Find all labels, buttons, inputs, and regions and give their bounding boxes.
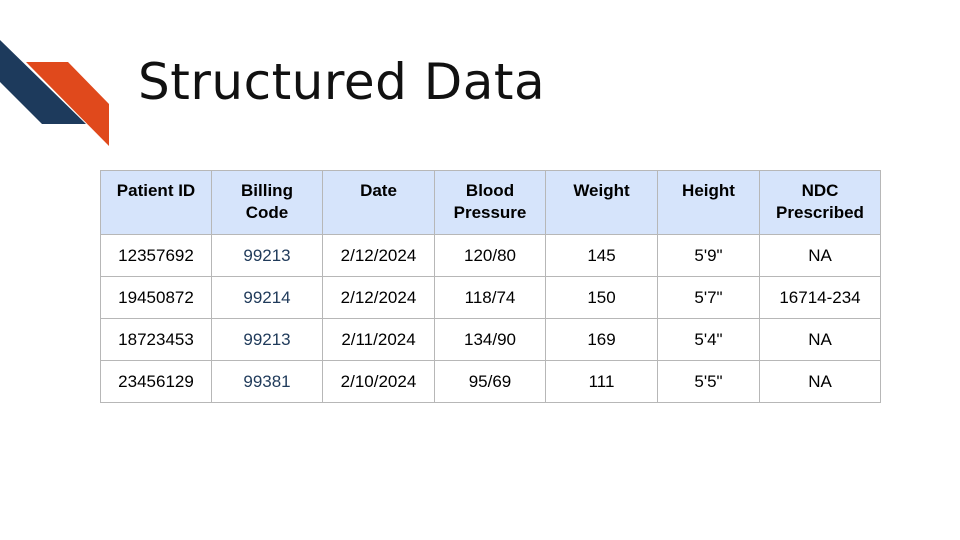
cell-weight: 145 (545, 234, 658, 277)
cell-height: 5'5" (657, 360, 760, 403)
logo-navy-stripe (0, 40, 86, 124)
cell-height: 5'7" (657, 276, 760, 319)
cell-ndc-prescribed: NA (759, 234, 881, 277)
slide-title: Structured Data (138, 53, 546, 111)
cell-blood-pressure: 95/69 (434, 360, 546, 403)
header-line: Blood (465, 181, 515, 200)
table-row: 18723453 99213 2/11/2024 134/90 169 5'4"… (100, 318, 881, 361)
cell-billing-code: 99381 (211, 360, 323, 403)
table-header-row: Patient ID Billing Code Date Blood Pressur… (100, 170, 881, 235)
header-line: Code (245, 203, 289, 222)
header-patient-id: Patient ID (100, 170, 212, 235)
cell-weight: 150 (545, 276, 658, 319)
cell-height: 5'9" (657, 234, 760, 277)
cell-height: 5'4" (657, 318, 760, 361)
cell-date: 2/12/2024 (322, 234, 435, 277)
cell-patient-id: 23456129 (100, 360, 212, 403)
patient-data-table: Patient ID Billing Code Date Blood Pressur… (100, 170, 881, 403)
cell-date: 2/11/2024 (322, 318, 435, 361)
table-row: 23456129 99381 2/10/2024 95/69 111 5'5" … (100, 360, 881, 403)
cell-patient-id: 12357692 (100, 234, 212, 277)
cell-date: 2/10/2024 (322, 360, 435, 403)
table-row: 19450872 99214 2/12/2024 118/74 150 5'7"… (100, 276, 881, 319)
cell-ndc-prescribed: 16714-234 (759, 276, 881, 319)
header-line: Pressure (453, 203, 527, 222)
cell-billing-code: 99214 (211, 276, 323, 319)
cell-date: 2/12/2024 (322, 276, 435, 319)
header-ndc-prescribed: NDC Prescribed (759, 170, 881, 235)
header-weight: Weight (545, 170, 658, 235)
header-height: Height (657, 170, 760, 235)
cell-billing-code: 99213 (211, 234, 323, 277)
header-line: Prescribed (776, 203, 864, 222)
cell-weight: 169 (545, 318, 658, 361)
header-blood-pressure: Blood Pressure (434, 170, 546, 235)
header-line: Height (682, 181, 735, 200)
cell-blood-pressure: 134/90 (434, 318, 546, 361)
header-line: Weight (573, 181, 630, 200)
header-line: Date (360, 181, 397, 200)
header-line: Patient ID (116, 181, 196, 200)
cell-billing-code: 99213 (211, 318, 323, 361)
cell-blood-pressure: 120/80 (434, 234, 546, 277)
cell-ndc-prescribed: NA (759, 360, 881, 403)
cell-patient-id: 18723453 (100, 318, 212, 361)
cell-weight: 111 (545, 360, 658, 403)
cell-patient-id: 19450872 (100, 276, 212, 319)
table-row: 12357692 99213 2/12/2024 120/80 145 5'9"… (100, 234, 881, 277)
logo-orange-stripe (26, 62, 109, 146)
header-date: Date (322, 170, 435, 235)
header-billing-code: Billing Code (211, 170, 323, 235)
cell-blood-pressure: 118/74 (434, 276, 546, 319)
header-line: NDC (801, 181, 839, 200)
cell-ndc-prescribed: NA (759, 318, 881, 361)
header-line: Billing (241, 181, 293, 200)
logo-chevron-icon (0, 40, 109, 146)
